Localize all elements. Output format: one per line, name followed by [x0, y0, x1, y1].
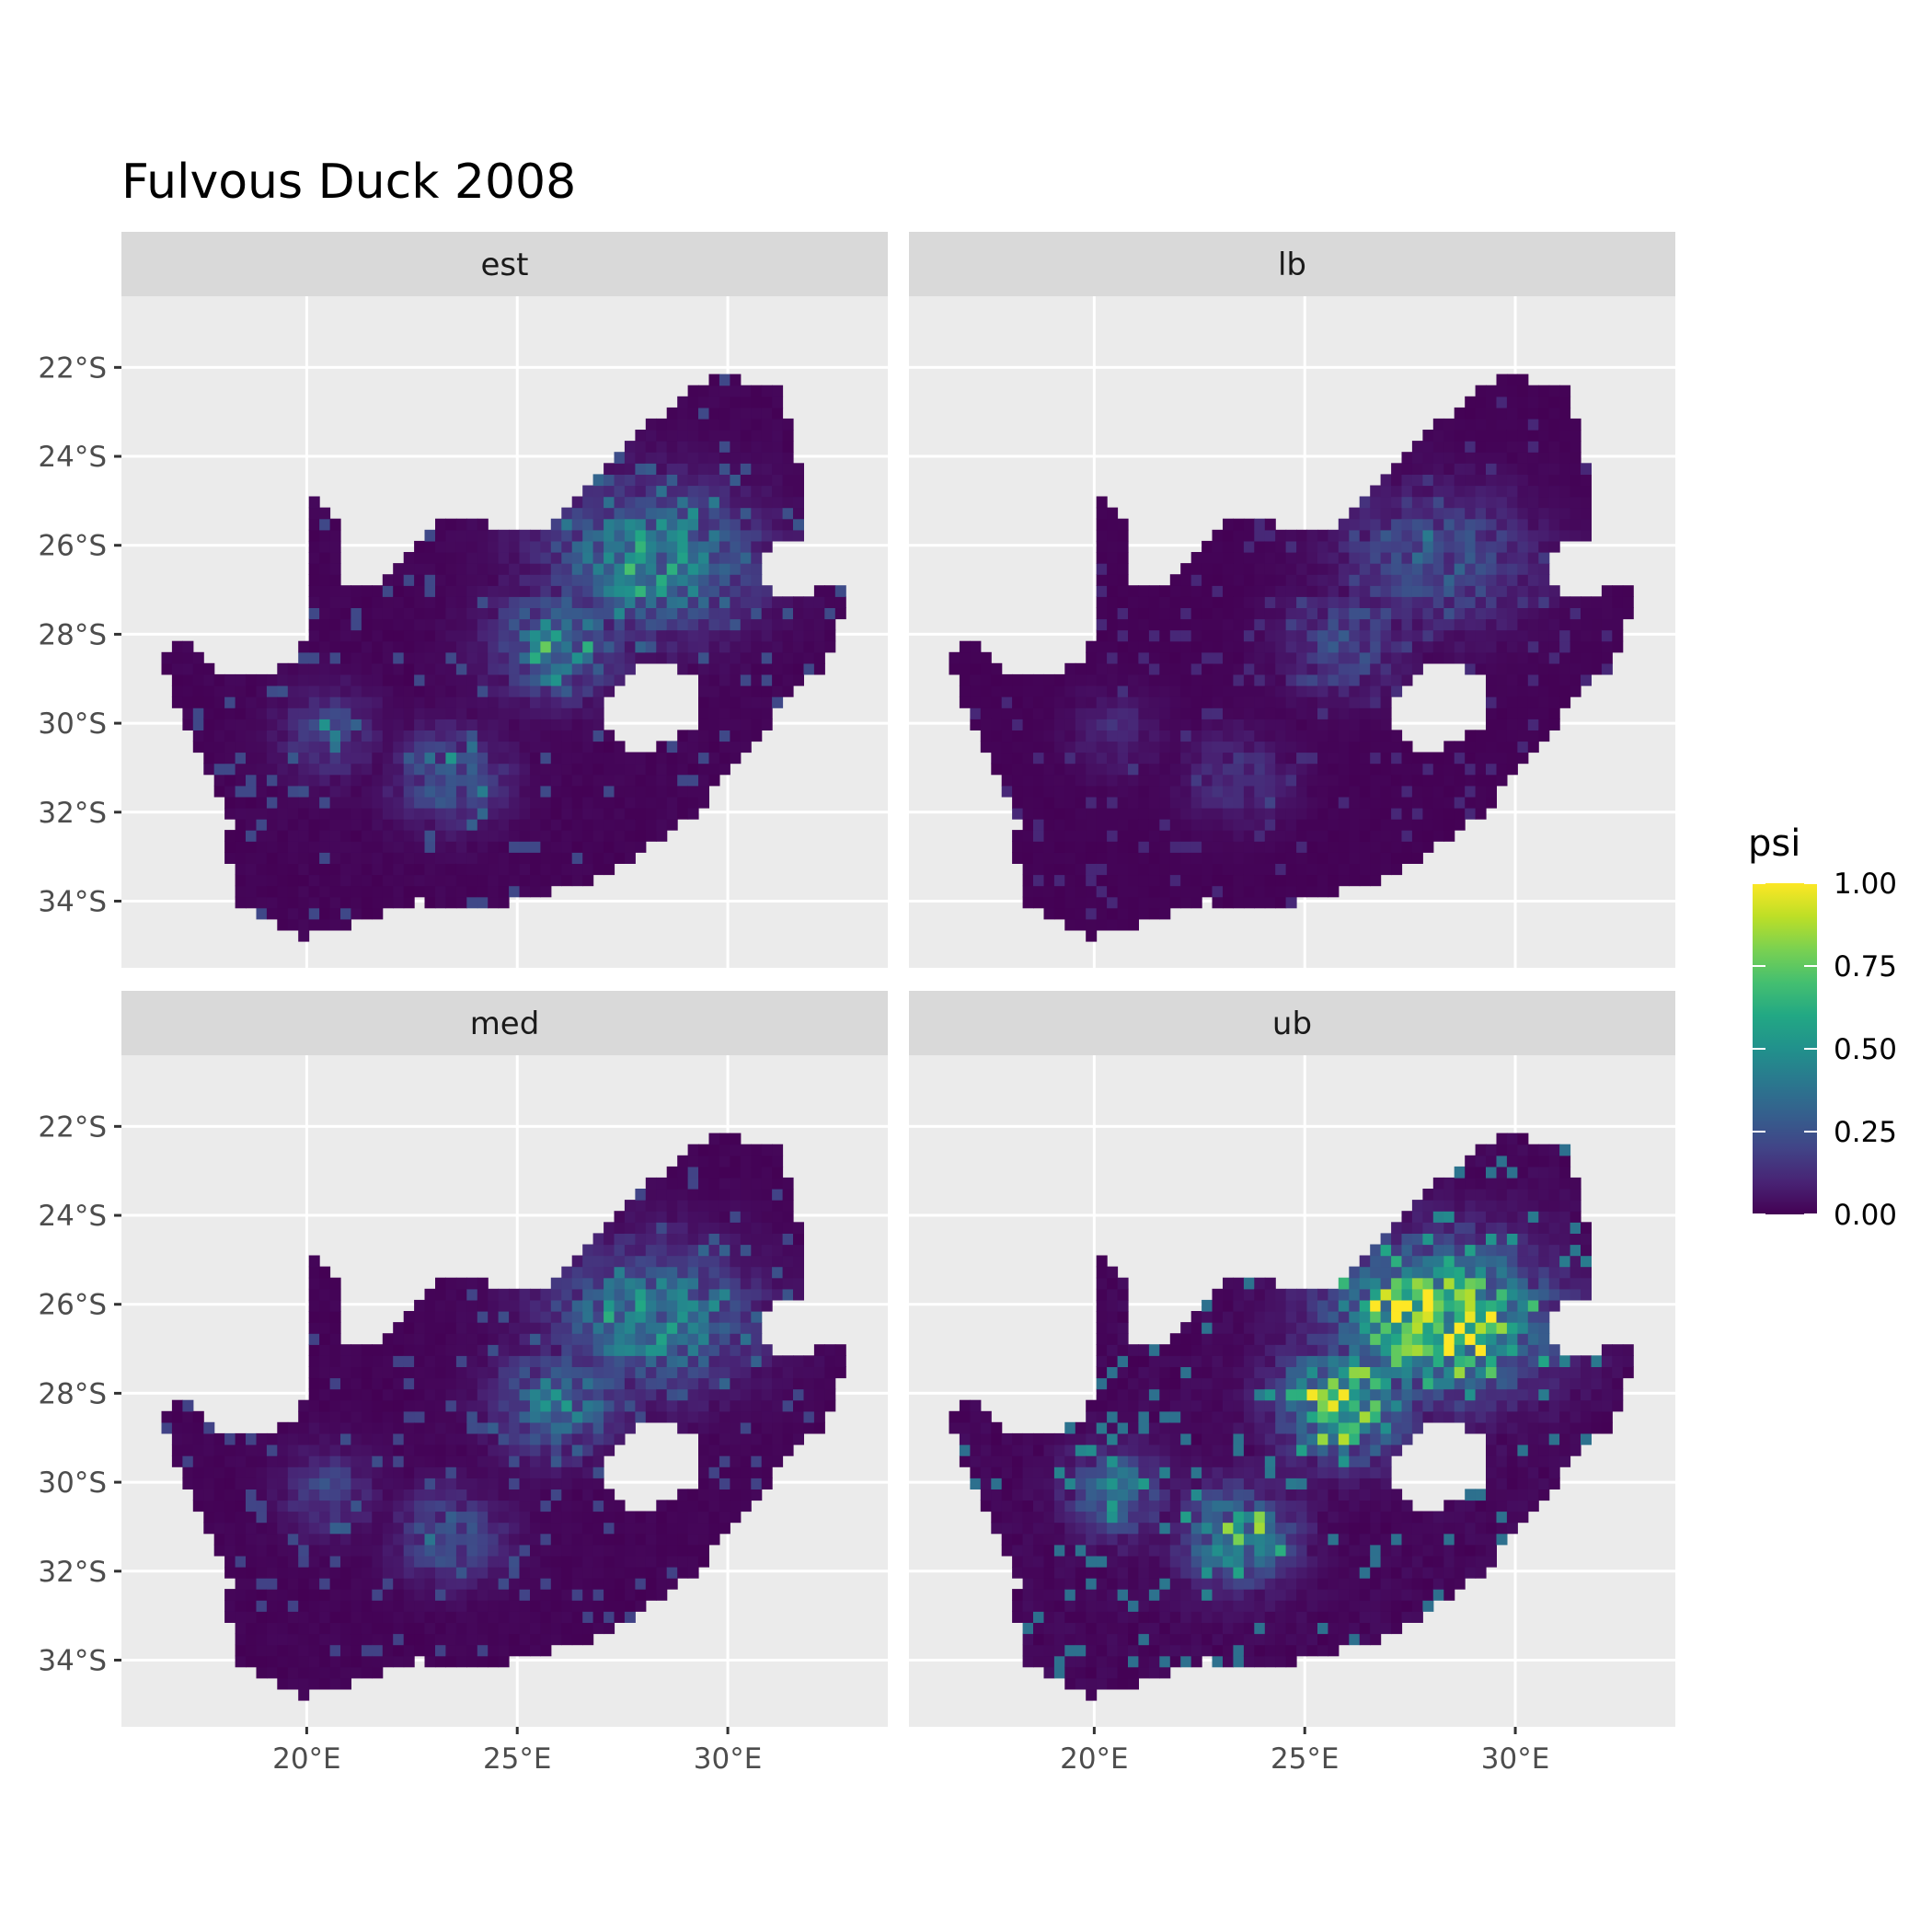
x-tick-label: 30°E [1481, 1742, 1550, 1776]
x-tick-label: 20°E [1060, 1742, 1129, 1776]
x-tick-label: 25°E [483, 1742, 552, 1776]
y-tick-label: 22°S [38, 1110, 107, 1144]
chart-title: Fulvous Duck 2008 [121, 155, 576, 210]
y-tick-label: 30°S [38, 1466, 107, 1500]
y-tick-label: 24°S [38, 441, 107, 474]
legend-break-label: 0.00 [1834, 1199, 1897, 1232]
x-tick-label: 30°E [694, 1742, 763, 1776]
legend-break-label: 0.75 [1834, 950, 1897, 983]
facet-strip [121, 232, 888, 296]
y-tick-label: 30°S [38, 707, 107, 741]
facet-strip-label: est [481, 247, 529, 283]
legend-break-label: 1.00 [1834, 868, 1897, 901]
facet-strip [909, 991, 1675, 1055]
facet-strip [909, 232, 1675, 296]
facet-strip-label: med [470, 1006, 540, 1042]
y-tick-label: 22°S [38, 351, 107, 385]
y-tick-label: 26°S [38, 1289, 107, 1322]
facet-strip-label: ub [1272, 1006, 1312, 1042]
y-tick-label: 34°S [38, 885, 107, 918]
facet-panel-lb: lb [909, 232, 1675, 968]
y-tick-label: 32°S [38, 1556, 107, 1589]
y-tick-label: 34°S [38, 1644, 107, 1677]
legend-title: psi [1748, 822, 1800, 865]
occupancy-raster [161, 374, 846, 942]
occupancy-raster [161, 1133, 846, 1701]
facet-panel-ub: ub 20°E 25°E 30°E [909, 991, 1675, 1776]
y-tick-label: 28°S [38, 1377, 107, 1410]
y-tick-label: 26°S [38, 530, 107, 563]
legend-break-label: 0.50 [1834, 1033, 1897, 1066]
facet-panels: est 22°S 24°S 26°S 28°S 30°S 32°S 34°S lb med 22°S… [38, 232, 1675, 1776]
legend-break-label: 0.25 [1834, 1116, 1897, 1149]
occupancy-raster [949, 374, 1634, 942]
y-tick-label: 32°S [38, 797, 107, 830]
y-tick-label: 28°S [38, 618, 107, 651]
facet-panel-est: est 22°S 24°S 26°S 28°S 30°S 32°S 34°S [38, 232, 888, 968]
x-tick-label: 20°E [272, 1742, 341, 1776]
x-tick-label: 25°E [1271, 1742, 1340, 1776]
facet-panel-med: med 22°S 24°S 26°S 28°S 30°S 32°S 34°S 20°E 25°E 3… [38, 991, 888, 1776]
legend: psi 0.00 0.25 0.50 0.75 1.00 [1748, 822, 1897, 1232]
y-tick-label: 24°S [38, 1200, 107, 1233]
facet-strip [121, 991, 888, 1055]
occupancy-raster [949, 1133, 1634, 1701]
facet-strip-label: lb [1278, 247, 1306, 283]
